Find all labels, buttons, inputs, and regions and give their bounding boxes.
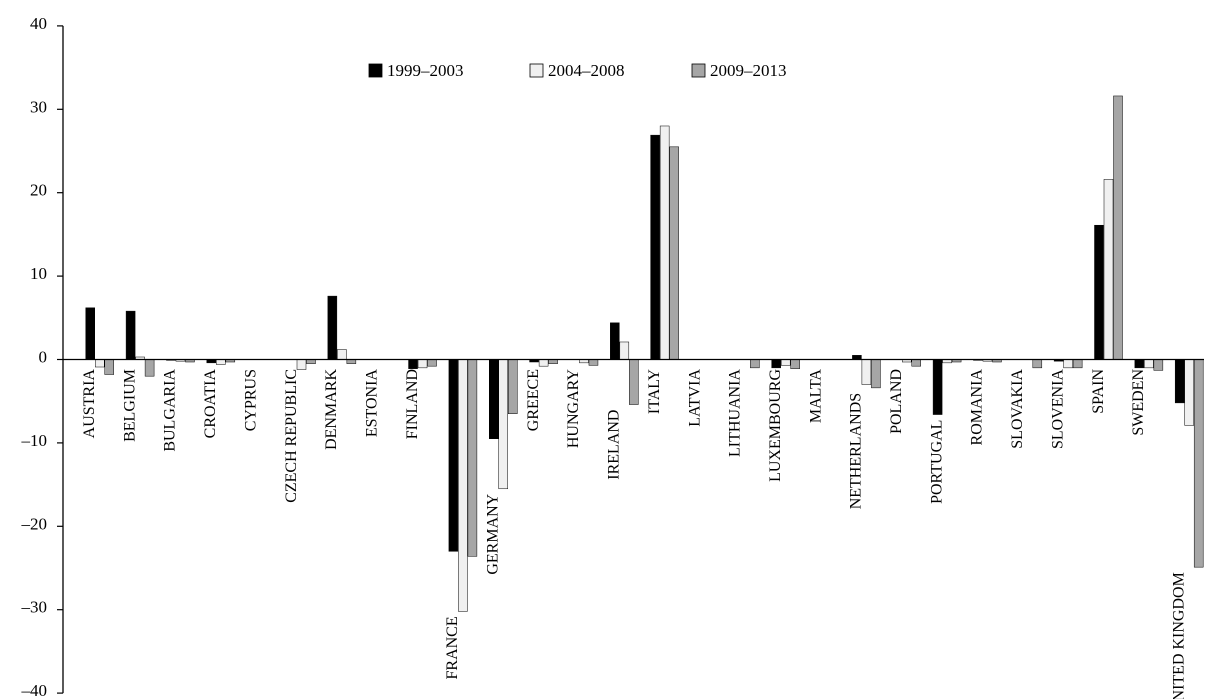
bar-denmark-0 (327, 295, 338, 360)
bar-sweden-2 (1153, 359, 1164, 371)
bar-slovenia-2 (1072, 359, 1083, 369)
category-label: LITHUANIA (727, 369, 744, 457)
bar-finland-2 (427, 359, 437, 367)
bar-luxembourg-1 (780, 359, 791, 366)
bar-ireland-1 (619, 341, 630, 360)
bar-croatia-1 (216, 359, 226, 365)
bar-ireland-2 (629, 359, 639, 405)
category-labels: AUSTRIA BELGIUM BULGARIA CROATIA CYPRUS CZECH… (81, 369, 1187, 699)
category-label: LUXEMBOURG (767, 369, 784, 482)
category-label: SWEDEN (1130, 369, 1147, 436)
category-label: MALTA (807, 369, 824, 424)
bar-slovakia-2 (1032, 359, 1043, 369)
bar-austria-0 (85, 307, 95, 360)
bar-italy-0 (650, 134, 660, 360)
bar-greece-1 (538, 359, 549, 367)
bar-france-0 (448, 359, 459, 552)
category-label: SPAIN (1090, 369, 1107, 414)
category-label: AUSTRIA (81, 369, 98, 439)
bar-germany-0 (489, 359, 499, 439)
bar-belgium-0 (125, 310, 136, 360)
category-label: GERMANY (485, 493, 502, 574)
bar-hungary-2 (588, 359, 599, 366)
bar-poland-2 (911, 359, 921, 367)
category-label: CYPRUS (242, 369, 259, 431)
bar-italy-2 (669, 146, 679, 360)
category-label: ROMANIA (969, 369, 986, 446)
category-label: GREECE (525, 369, 542, 431)
category-label: ESTONIA (363, 369, 380, 438)
bars (85, 95, 1204, 612)
y-tick-label: –10 (21, 431, 48, 450)
category-label: DENMARK (323, 369, 340, 450)
bar-germany-1 (498, 359, 508, 490)
legend: 1999–2003 2004–2008 2009–2013 (368, 61, 787, 80)
category-label: CROATIA (202, 369, 219, 439)
category-label: PORTUGAL (928, 420, 945, 504)
y-tick-label: 40 (30, 14, 47, 33)
bar-luxembourg-2 (790, 359, 800, 369)
legend-label: 2009–2013 (710, 61, 787, 80)
y-tick-label: 0 (39, 348, 48, 367)
bar-sweden-1 (1144, 359, 1154, 369)
category-label: IRELAND (606, 410, 623, 480)
bar-netherlands-2 (871, 359, 881, 389)
bar-portugal-0 (932, 359, 943, 415)
legend-swatch (691, 63, 706, 78)
category-label: POLAND (888, 369, 905, 434)
bar-spain-0 (1094, 224, 1104, 360)
category-label: HUNGARY (565, 369, 582, 449)
legend-label: 1999–2003 (387, 61, 464, 80)
bar-united-kingdom-0 (1174, 359, 1185, 404)
bar-france-2 (467, 359, 478, 557)
y-tick-label: –20 (21, 514, 48, 533)
y-tick-label: 30 (30, 97, 47, 116)
bar-finland-0 (408, 359, 418, 369)
category-label: ITALY (646, 369, 663, 415)
bar-austria-2 (104, 359, 114, 375)
category-label: SLOVENIA (1049, 369, 1066, 449)
bar-united-kingdom-2 (1193, 359, 1204, 568)
bar-luxembourg-0 (771, 359, 781, 369)
bar-czech-republic-1 (296, 359, 307, 370)
category-label: UNITED KINGDOM (1170, 572, 1187, 699)
category-label: LATVIA (686, 369, 703, 427)
y-tick-label: 10 (30, 264, 47, 283)
bar-spain-2 (1113, 95, 1123, 360)
y-tick-label: –30 (21, 598, 48, 617)
bar-belgium-2 (144, 359, 155, 377)
legend-swatch (529, 63, 544, 78)
legend-swatch (368, 63, 383, 78)
bar-sweden-0 (1134, 359, 1145, 369)
y-tick-label: –40 (21, 681, 48, 699)
bar-united-kingdom-1 (1184, 359, 1194, 426)
y-tick-label: 20 (30, 181, 47, 200)
bar-slovenia-1 (1063, 359, 1073, 369)
category-label: FRANCE (444, 616, 461, 679)
bar-germany-2 (508, 359, 518, 414)
bar-ireland-0 (610, 322, 620, 360)
category-label: FINLAND (404, 369, 421, 439)
bar-italy-1 (659, 125, 670, 360)
legend-label: 2004–2008 (548, 61, 625, 80)
bar-netherlands-1 (861, 359, 872, 385)
y-axis: 40 30 20 10 0 –10 –20 –30 –40 (21, 14, 64, 699)
category-label: BELGIUM (121, 369, 138, 442)
category-label: SLOVAKIA (1009, 369, 1026, 449)
bar-france-1 (458, 359, 468, 612)
bar-austria-1 (95, 359, 105, 368)
bar-lithuania-2 (750, 359, 760, 369)
category-label: CZECH REPUBLIC (283, 369, 300, 503)
bar-finland-1 (417, 359, 428, 369)
category-label: NETHERLANDS (848, 393, 865, 509)
bar-denmark-1 (337, 349, 347, 360)
bar-spain-1 (1103, 179, 1114, 360)
category-label: BULGARIA (162, 369, 179, 452)
